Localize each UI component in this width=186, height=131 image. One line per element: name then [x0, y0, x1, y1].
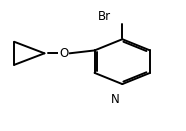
Text: N: N [111, 93, 119, 106]
Text: O: O [59, 47, 68, 60]
Text: Br: Br [98, 10, 111, 23]
